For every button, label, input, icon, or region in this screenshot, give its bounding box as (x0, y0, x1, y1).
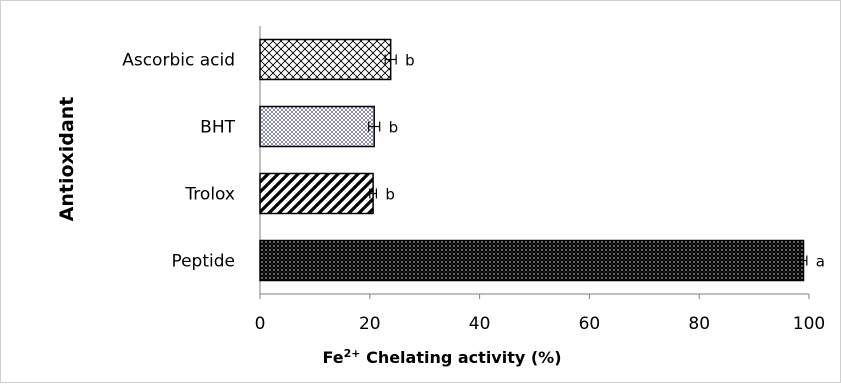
category-label: Trolox (184, 185, 235, 205)
x-tick-label: 100 (793, 314, 825, 334)
error-bar (799, 255, 808, 266)
bar (259, 172, 374, 215)
x-axis-title-suffix: Chelating activity (%) (361, 348, 562, 367)
y-axis-title: Antioxidant (56, 97, 78, 222)
category-label: Peptide (171, 252, 235, 272)
x-axis-ticks: 0 20 40 60 80 100 (255, 294, 825, 334)
x-tick-label: 60 (579, 314, 601, 334)
category-label: BHT (200, 118, 235, 138)
x-tick-label: 40 (469, 314, 491, 334)
x-axis-title: Fe2+ Chelating activity (%) (322, 347, 561, 368)
bar (259, 105, 375, 148)
category-label: Ascorbic acid (122, 51, 235, 71)
error-bar (368, 121, 381, 132)
x-tick-label: 0 (255, 314, 266, 334)
error-bar (384, 54, 397, 65)
significance-label: a (816, 253, 825, 271)
significance-label: b (405, 52, 415, 70)
x-axis-title-prefix: Fe (322, 348, 343, 367)
significance-label: b (389, 119, 399, 137)
bar (259, 239, 805, 282)
significance-label: b (385, 186, 395, 204)
error-bar (369, 188, 377, 199)
x-axis-title-superscript: 2+ (344, 347, 361, 360)
x-tick-label: 20 (359, 314, 381, 334)
bar (259, 38, 392, 81)
x-tick-label: 80 (688, 314, 710, 334)
bars-group: Ascorbic acid b BHT b Trolox b Peptide a (122, 38, 825, 282)
